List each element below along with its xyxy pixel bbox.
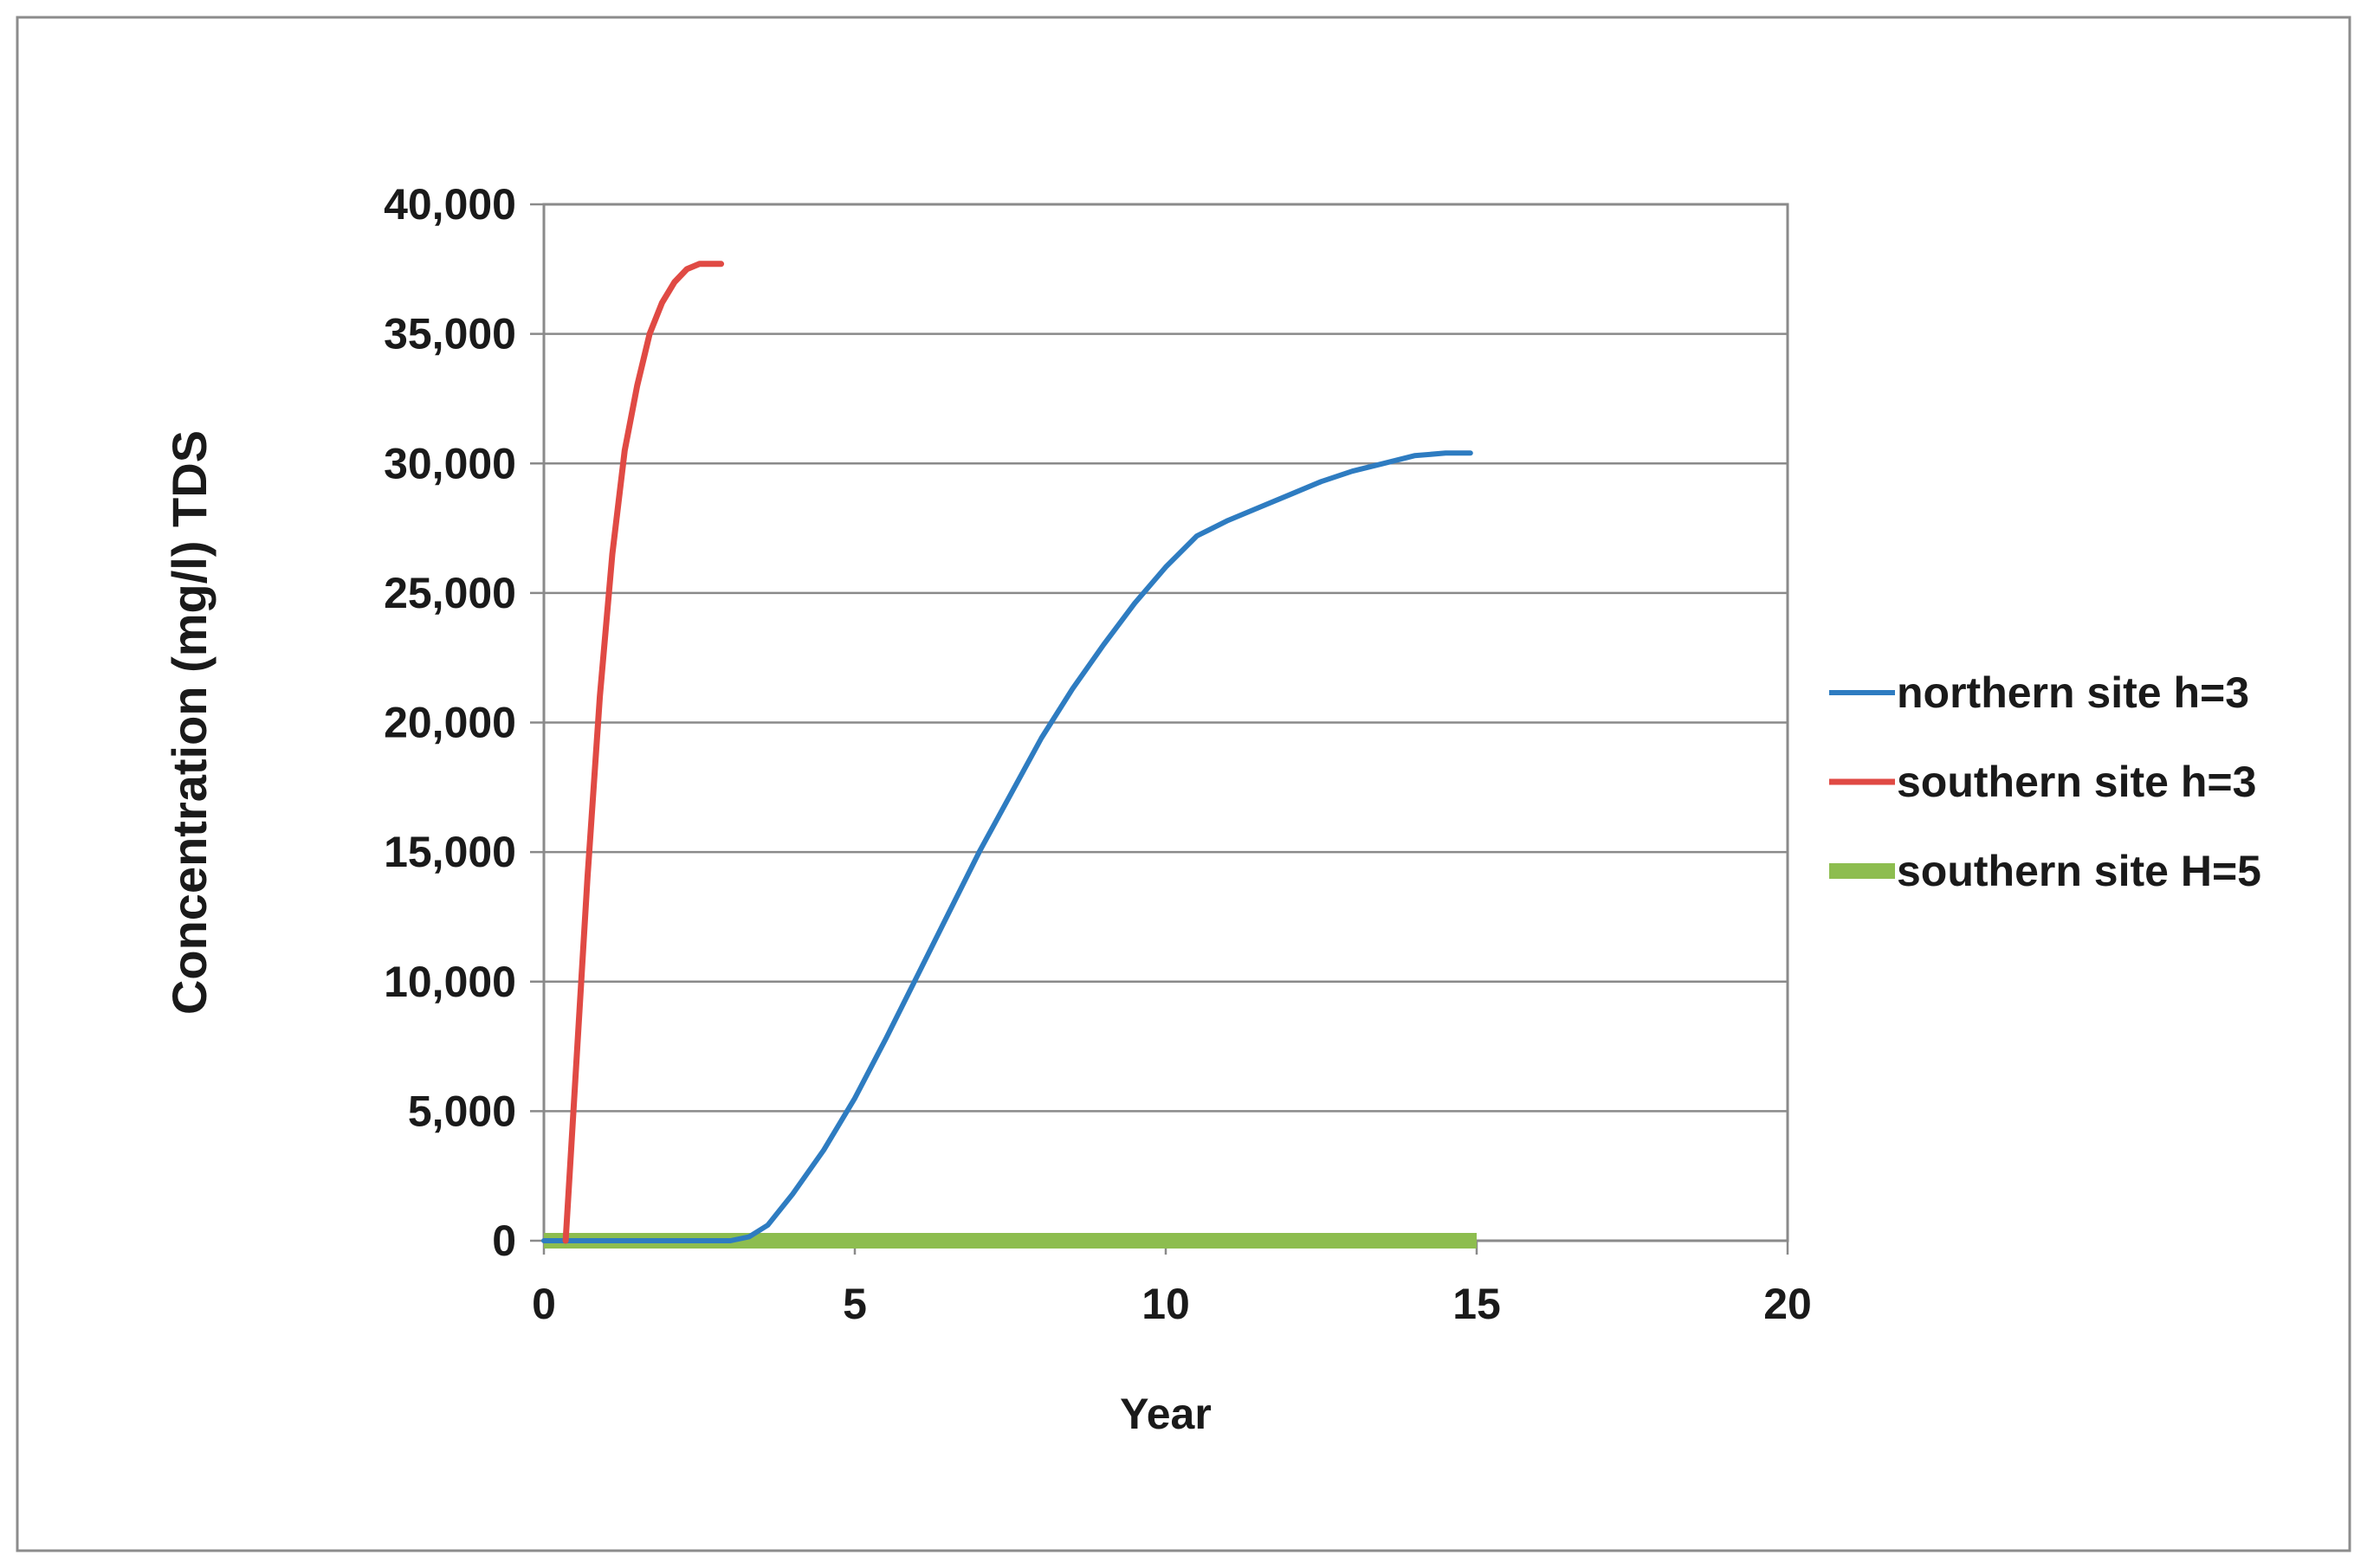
legend: northern site h=3 southern site h=3 southe… bbox=[1829, 668, 2261, 895]
y-tick-label: 40,000 bbox=[384, 180, 516, 229]
y-tick-label: 25,000 bbox=[384, 569, 516, 617]
legend-label: southern site h=3 bbox=[1897, 758, 2256, 806]
y-tick-label: 30,000 bbox=[384, 439, 516, 487]
x-axis-title: Year bbox=[1120, 1390, 1212, 1438]
legend-label: southern site H=5 bbox=[1897, 847, 2261, 895]
y-tick-label: 5,000 bbox=[408, 1087, 516, 1135]
series-lines bbox=[541, 261, 1477, 1249]
x-tick-label: 10 bbox=[1141, 1280, 1190, 1328]
axes: 0 5,000 10,000 15,000 20,000 25,000 30,000 35,0… bbox=[384, 180, 1812, 1328]
y-tick-label: 0 bbox=[492, 1216, 516, 1265]
series-line bbox=[541, 450, 1473, 1243]
chart-frame bbox=[16, 16, 2351, 1552]
y-axis-title: Concentration (mg/l) TDS bbox=[162, 430, 217, 1015]
x-tick-label: 5 bbox=[843, 1280, 867, 1328]
series-line bbox=[562, 261, 725, 1244]
x-tick-label: 0 bbox=[532, 1280, 556, 1328]
legend-label: northern site h=3 bbox=[1897, 668, 2249, 717]
y-tick-label: 20,000 bbox=[384, 699, 516, 747]
x-tick-label: 20 bbox=[1763, 1280, 1812, 1328]
y-tick-label: 10,000 bbox=[384, 958, 516, 1006]
y-tick-label: 15,000 bbox=[384, 828, 516, 876]
y-tick-label: 35,000 bbox=[384, 310, 516, 358]
x-tick-label: 15 bbox=[1452, 1280, 1501, 1328]
